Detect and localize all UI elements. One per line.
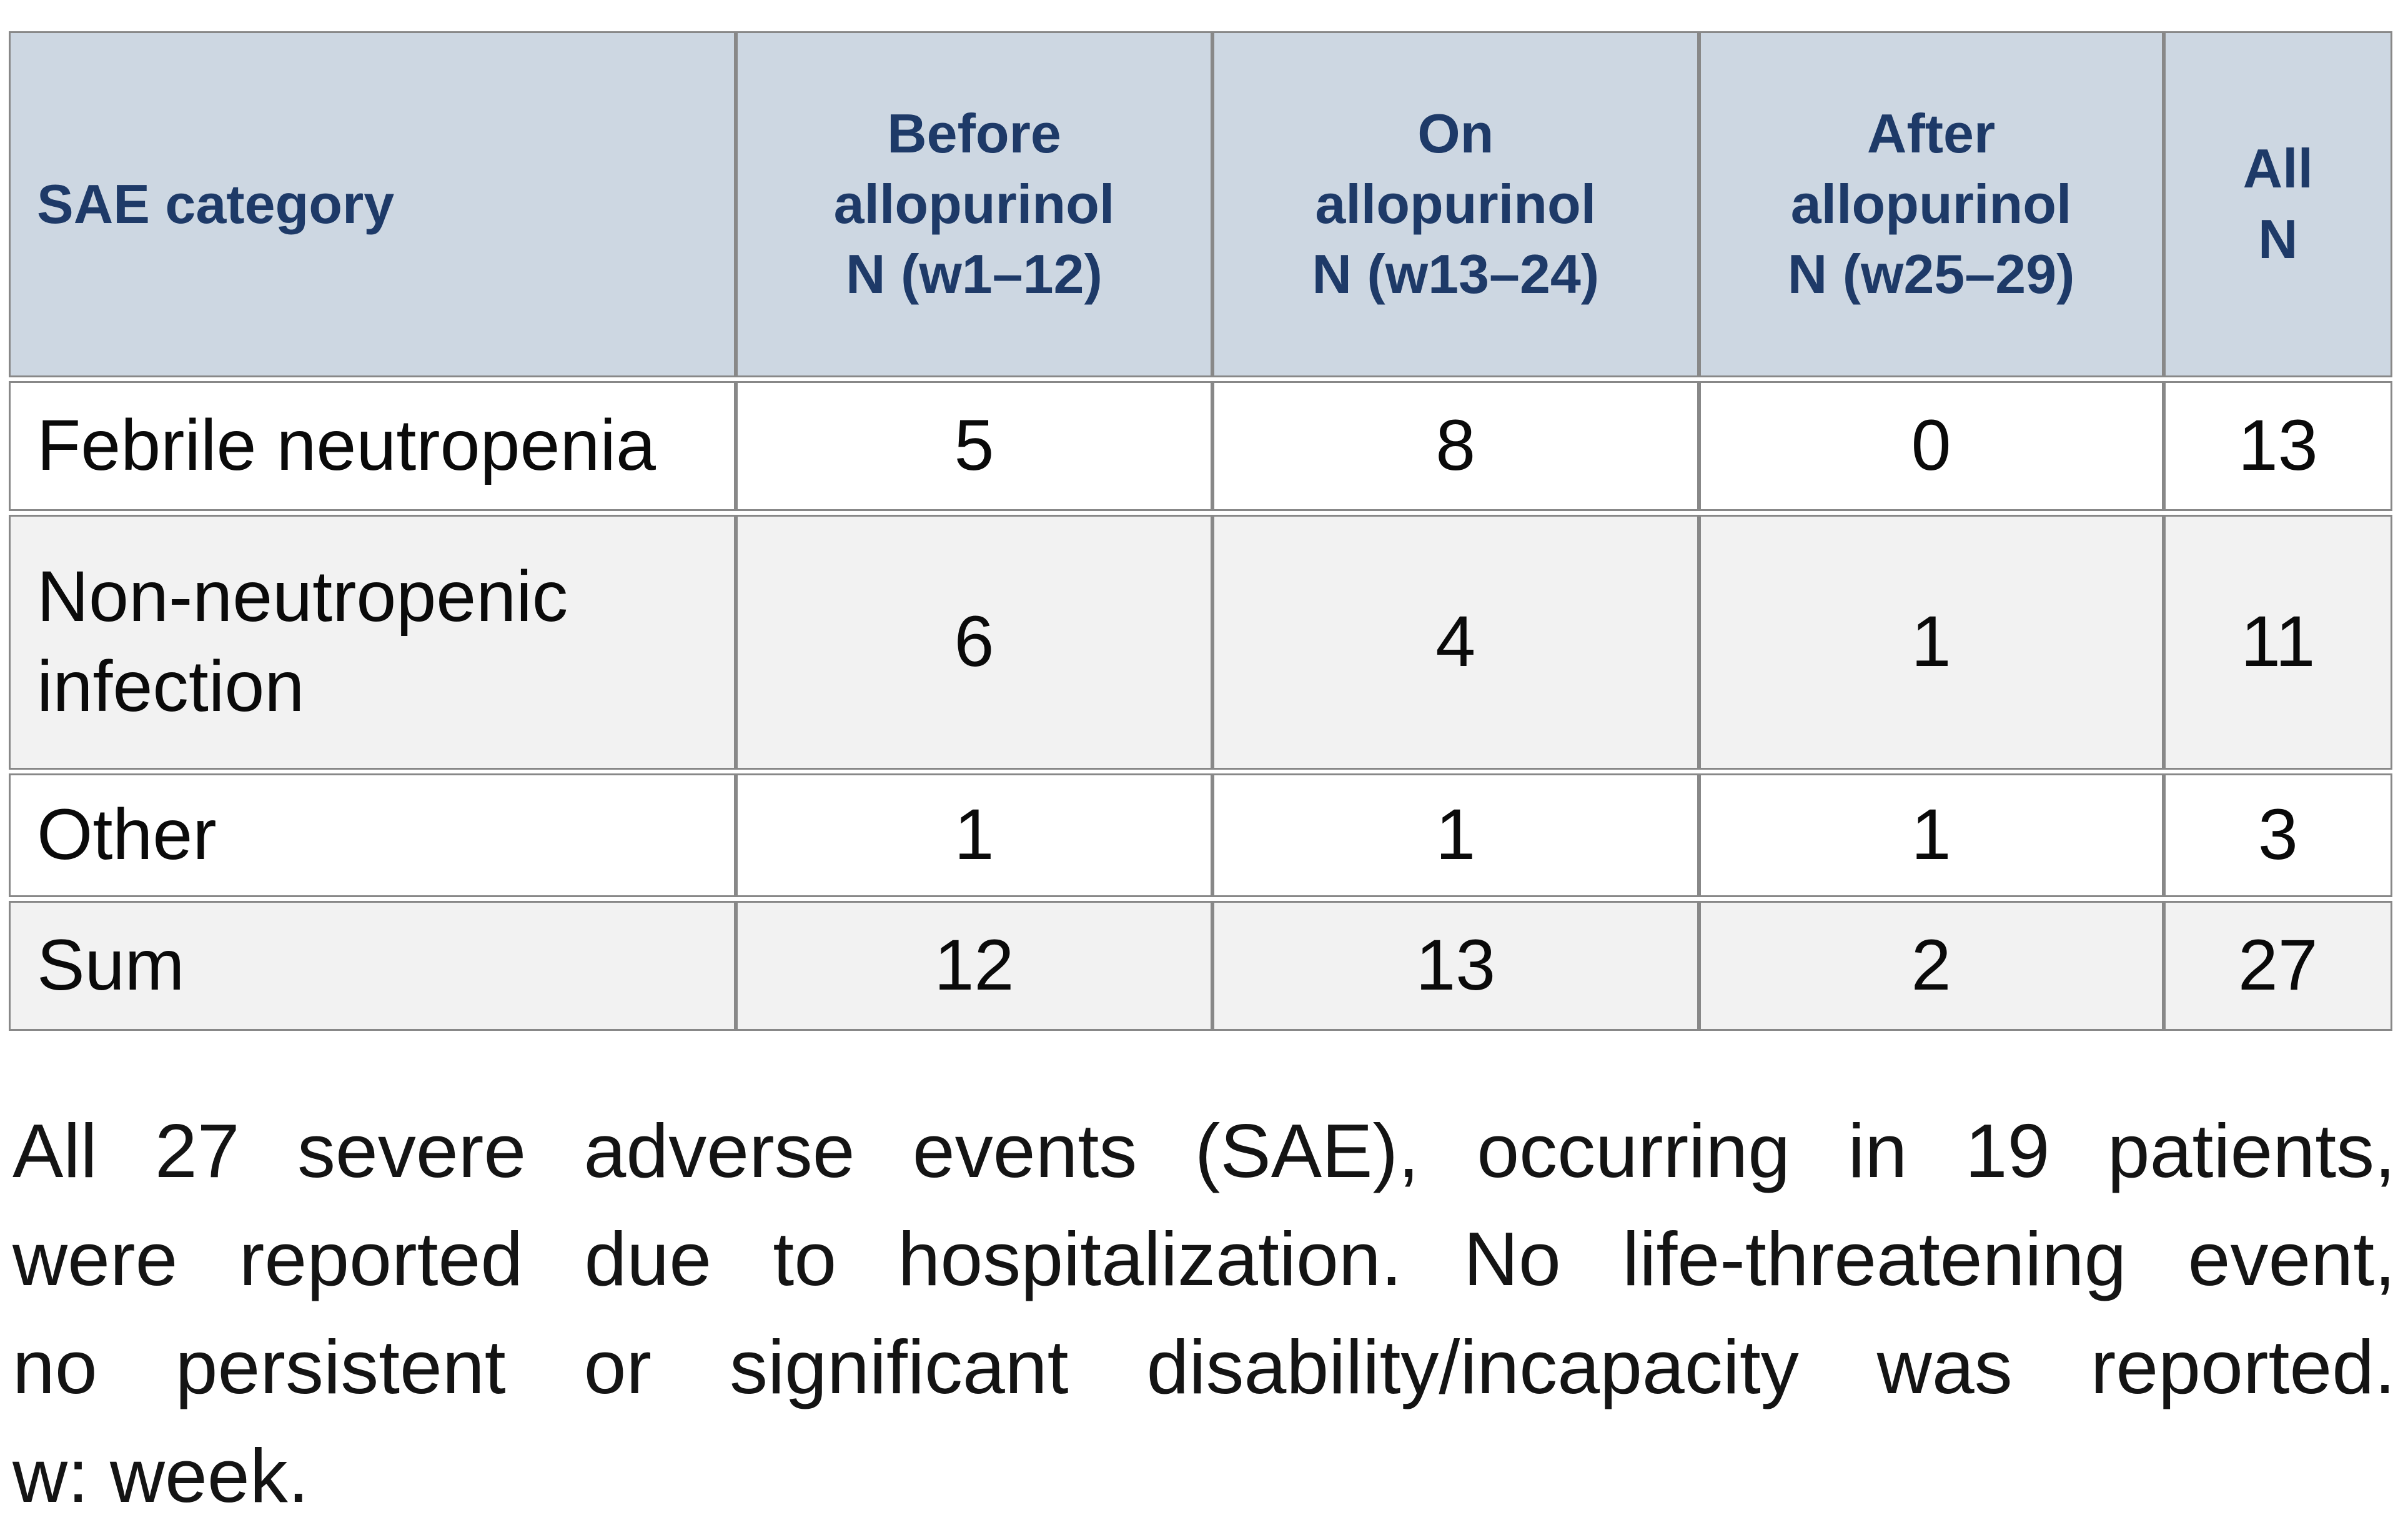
cell-category: Non-neutropenic infection <box>9 515 736 770</box>
col-header-all-n: All N <box>2163 31 2392 377</box>
cell-value: 4 <box>1212 515 1699 770</box>
cell-value: 12 <box>735 901 1213 1031</box>
col-header-sae-category: SAE category <box>9 31 736 377</box>
table-row: Non-neutropenic infection 6 4 1 11 <box>9 515 2392 770</box>
figure-caption: All 27 severe adverse events (SAE), occu… <box>12 1097 2396 1530</box>
cell-value: 5 <box>735 381 1213 511</box>
caption-line: no persistent or significant disability/… <box>12 1324 2396 1410</box>
cell-category: Other <box>9 773 736 897</box>
col-header-before-allopurinol: Before allopurinol N (w1–12) <box>735 31 1213 377</box>
col-header-after-allopurinol: After allopurinol N (w25–29) <box>1698 31 2164 377</box>
cell-value: 2 <box>1698 901 2164 1031</box>
cell-value: 13 <box>1212 901 1699 1031</box>
cell-value: 11 <box>2163 515 2392 770</box>
cell-category: Sum <box>9 901 736 1031</box>
col-header-on-allopurinol: On allopurinol N (w13–24) <box>1212 31 1699 377</box>
caption-line: All 27 severe adverse events (SAE), occu… <box>12 1108 2396 1193</box>
cell-value: 1 <box>735 773 1213 897</box>
cell-value: 27 <box>2163 901 2392 1031</box>
cell-value: 6 <box>735 515 1213 770</box>
table-row: Sum 12 13 2 27 <box>9 901 2392 1031</box>
table-row: Febrile neutropenia 5 8 0 13 <box>9 381 2392 511</box>
sae-table: SAE category Before allopurinol N (w1–12… <box>9 27 2392 1035</box>
figure-page: SAE category Before allopurinol N (w1–12… <box>0 27 2408 1530</box>
cell-value: 3 <box>2163 773 2392 897</box>
cell-value: 13 <box>2163 381 2392 511</box>
caption-footnote: w: week. <box>12 1433 309 1518</box>
cell-value: 0 <box>1698 381 2164 511</box>
cell-value: 1 <box>1698 515 2164 770</box>
cell-value: 1 <box>1212 773 1699 897</box>
cell-value: 1 <box>1698 773 2164 897</box>
caption-line: were reported due to hospitalization. No… <box>12 1216 2396 1302</box>
table-row: Other 1 1 1 3 <box>9 773 2392 897</box>
cell-category: Febrile neutropenia <box>9 381 736 511</box>
cell-value: 8 <box>1212 381 1699 511</box>
header-row: SAE category Before allopurinol N (w1–12… <box>9 31 2392 377</box>
